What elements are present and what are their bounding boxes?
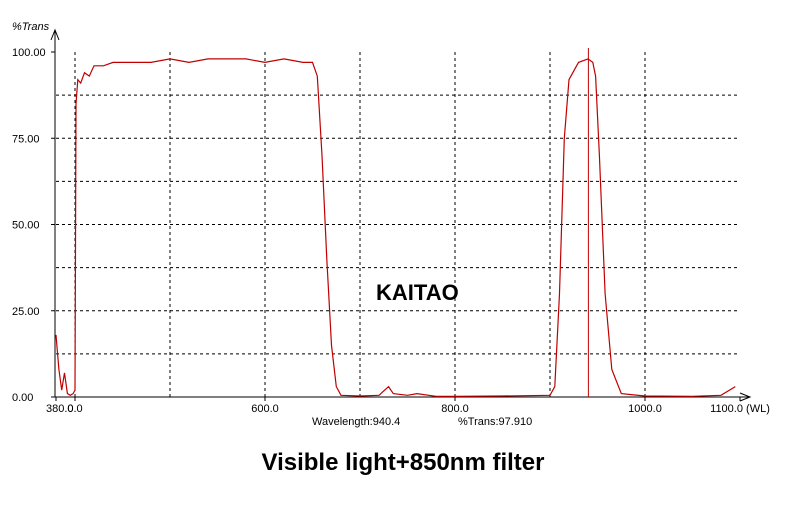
x-tick-label: 380.0 [46, 403, 74, 415]
x-tick-label: 600.0 [251, 403, 279, 415]
cursor-trans: %Trans:97.910 [458, 416, 532, 428]
x-tick-label: 1100.0 (WL) [710, 403, 770, 415]
y-axis-title: %Trans [12, 21, 50, 33]
y-tick-label: 100.00 [12, 47, 46, 59]
y-tick-label: 25.00 [12, 306, 40, 318]
y-tick-label: 75.00 [12, 133, 40, 145]
y-tick-label: 0.00 [12, 392, 33, 404]
spectrum-line [55, 58, 736, 397]
x-tick-label: 800.0 [441, 403, 469, 415]
x-axis-arrow [739, 392, 752, 402]
x-tick-label: 0.0 [67, 403, 82, 415]
cursor-wavelength: Wavelength:940.4 [312, 416, 400, 428]
y-tick-label: 50.00 [12, 220, 40, 232]
caption: Visible light+850nm filter [262, 449, 545, 476]
y-axis-arrow [50, 28, 60, 41]
watermark: KAITAO [376, 280, 459, 305]
x-tick-label: 1000.0 [628, 403, 662, 415]
